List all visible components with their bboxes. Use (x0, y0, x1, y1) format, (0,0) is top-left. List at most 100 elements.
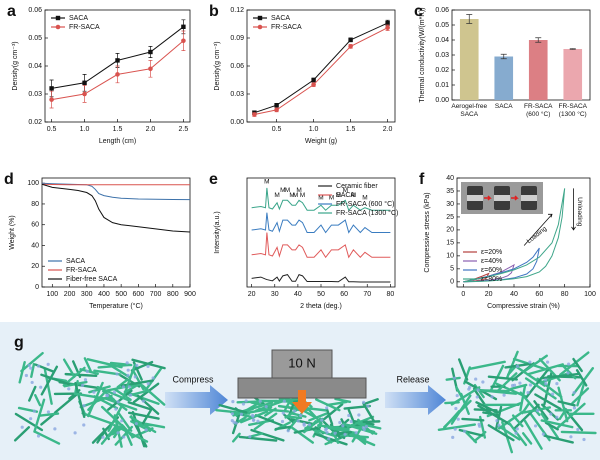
y-tick-label: 20 (31, 263, 39, 270)
aerogel-particle (36, 434, 41, 438)
aerogel-particle (324, 428, 328, 432)
fiber (34, 394, 42, 407)
aerogel-particle (146, 364, 150, 369)
fiber (523, 419, 543, 450)
aerogel-particle (490, 395, 494, 399)
fiber (540, 419, 574, 429)
fiber (96, 385, 130, 402)
arrow (165, 385, 228, 415)
aerogel-particle (251, 414, 255, 418)
loading-arrow (523, 213, 553, 246)
aerogel-particle (258, 399, 262, 403)
fiber (116, 411, 133, 432)
x-tick-label: 100 (584, 291, 596, 298)
fiber (497, 372, 518, 392)
x-tick-label: 2.5 (179, 126, 189, 133)
series-line (254, 27, 388, 116)
x-tick-label-box: SACA (495, 103, 513, 110)
annotation: Unloading (576, 197, 583, 227)
fiber (54, 393, 78, 414)
aerogel-particle (541, 432, 545, 436)
panel-label: g (14, 334, 24, 351)
aerogel-particle (567, 362, 571, 366)
fiber (457, 358, 469, 381)
aerogel-particle (32, 409, 36, 413)
x-axis-label: Length (cm) (99, 138, 136, 145)
step-label: Release (396, 374, 429, 384)
aerogel-particle (468, 385, 472, 389)
aerogel-particle (252, 418, 256, 422)
y-axis-label: Intensity(a.u.) (214, 211, 221, 253)
fiber (479, 389, 510, 393)
fiber (524, 377, 557, 400)
marker (385, 25, 390, 31)
aerogel-particle (357, 413, 361, 417)
x-tick-label: 1.0 (309, 126, 319, 133)
aerogel-particle (474, 377, 478, 381)
aerogel-particle (462, 429, 467, 433)
aerogel-particle (555, 382, 559, 386)
marker (82, 80, 87, 85)
fiber (487, 375, 518, 381)
fiber (513, 403, 540, 430)
fiber (455, 385, 464, 400)
fiber (274, 425, 292, 431)
marker (274, 107, 279, 113)
aerogel-particle (20, 425, 24, 429)
legend-label: SACA (336, 192, 355, 199)
legend-label: Fiber-free SACA (66, 276, 118, 283)
legend-label: FR-SACA (271, 24, 302, 31)
marker (148, 66, 153, 72)
y-tick-label: 0 (35, 284, 39, 291)
y-tick-label: 0.12 (230, 7, 244, 14)
fiber (254, 413, 287, 428)
fiber (102, 389, 116, 402)
aerogel-particle (533, 424, 538, 428)
error-bar (466, 14, 473, 24)
fiber (236, 399, 279, 404)
aerogel-particle (526, 391, 530, 395)
marker (348, 44, 353, 49)
fiber (543, 434, 574, 444)
series-line (463, 188, 566, 283)
annotation: M (293, 192, 298, 199)
annotation: M (264, 178, 269, 185)
fiber (347, 408, 356, 424)
fiber (521, 432, 533, 445)
y-axis-label: Weight (%) (9, 215, 16, 250)
marker (348, 37, 353, 43)
aerogel-particle (239, 412, 244, 416)
aerogel-particle (141, 399, 145, 403)
y-tick-label: 0.06 (230, 63, 244, 70)
force-label: 10 N (288, 355, 315, 370)
aerogel-particle (544, 382, 548, 386)
x-axis-label: Temperature (°C) (89, 302, 143, 310)
plot-frame (41, 177, 191, 288)
fiber (81, 412, 113, 425)
marker (252, 112, 257, 117)
aerogel-particle (83, 378, 88, 382)
fiber (353, 432, 367, 441)
fiber (38, 412, 60, 417)
fiber (349, 433, 376, 447)
aerogel-particle (572, 391, 576, 395)
aerogel-particle (325, 406, 329, 410)
marker (49, 86, 54, 91)
fiber (443, 409, 461, 429)
fiber (539, 372, 580, 380)
fiber (122, 363, 137, 398)
x-axis-label: 2 theta (deg.) (300, 303, 342, 310)
annotation: M (351, 192, 356, 199)
annotation: M (329, 195, 334, 202)
inset-sample-band (494, 195, 510, 201)
aerogel-particle (572, 406, 577, 410)
fiber (250, 428, 285, 442)
aerogel-particle (230, 418, 234, 423)
series-line (251, 232, 391, 259)
aerogel-particle (151, 376, 155, 380)
bar (494, 56, 514, 100)
aerogel-particle (528, 383, 533, 387)
x-tick-label: 0.5 (272, 126, 282, 133)
fiber (510, 383, 528, 390)
